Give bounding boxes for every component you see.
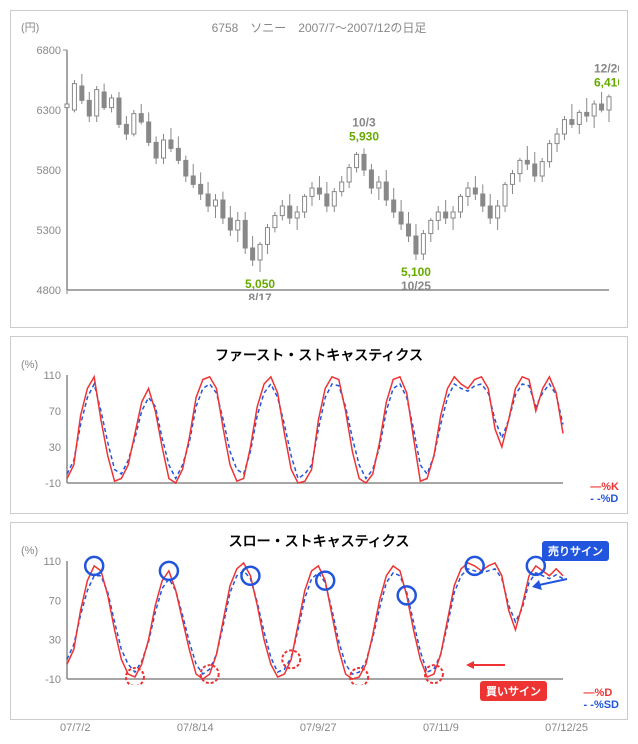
slow-legend: —%D - -%SD bbox=[584, 687, 619, 711]
x-tick-label: 07/9/27 bbox=[300, 722, 337, 734]
svg-text:5800: 5800 bbox=[37, 165, 61, 177]
x-axis-labels: 07/7/2 07/8/14 07/9/27 07/11/9 07/12/25 bbox=[10, 722, 628, 734]
legend-d2: —%D bbox=[584, 687, 613, 699]
fast-title: ファースト・ストキャスティクス bbox=[19, 345, 619, 365]
svg-text:110: 110 bbox=[43, 556, 61, 568]
legend-k: —%K bbox=[590, 481, 619, 493]
svg-text:30: 30 bbox=[49, 635, 61, 647]
fast-stoch-chart: ファースト・ストキャスティクス (%) -10 30 70 110 —%K - -%D bbox=[10, 336, 628, 514]
sell-arrow-line bbox=[539, 579, 567, 585]
svg-text:6300: 6300 bbox=[37, 105, 61, 117]
svg-text:6,410: 6,410 bbox=[594, 75, 619, 89]
buy-sign-badge: 買いサイン bbox=[480, 681, 547, 701]
svg-text:6800: 6800 bbox=[37, 45, 61, 57]
svg-text:-10: -10 bbox=[45, 478, 61, 489]
svg-text:70: 70 bbox=[49, 595, 61, 607]
svg-text:30: 30 bbox=[49, 442, 61, 454]
x-tick-label: 07/12/25 bbox=[545, 722, 588, 734]
chart-title: 6758 ソニー 2007/7～2007/12の日足 bbox=[19, 19, 619, 36]
x-tick-label: 07/8/14 bbox=[177, 722, 214, 734]
svg-text:110: 110 bbox=[43, 370, 61, 382]
fast-svg: -10 30 70 110 bbox=[19, 369, 619, 489]
svg-text:10/3: 10/3 bbox=[352, 115, 376, 129]
svg-text:5,050: 5,050 bbox=[245, 277, 275, 291]
legend-d: - -%D bbox=[590, 493, 618, 505]
slow-svg: -10 30 70 110 bbox=[19, 555, 619, 685]
legend-sd: - -%SD bbox=[584, 699, 619, 711]
fast-legend: —%K - -%D bbox=[590, 481, 619, 505]
x-tick-label: 07/11/9 bbox=[423, 722, 459, 734]
svg-text:5300: 5300 bbox=[37, 225, 61, 237]
slow-title: スロー・ストキャスティクス bbox=[19, 531, 619, 551]
svg-text:5,100: 5,100 bbox=[401, 265, 431, 279]
svg-text:4800: 4800 bbox=[37, 285, 61, 297]
svg-text:-10: -10 bbox=[45, 674, 61, 685]
buy-arrow-head bbox=[466, 661, 474, 669]
price-chart: (円) 6758 ソニー 2007/7～2007/12の日足 4800 5300 5… bbox=[10, 10, 628, 328]
slow-stoch-chart: スロー・ストキャスティクス (%) 売りサイン 買いサイン -10 30 70 110… bbox=[10, 522, 628, 720]
sell-arrow-head bbox=[532, 580, 542, 590]
svg-text:70: 70 bbox=[49, 406, 61, 418]
svg-text:5,930: 5,930 bbox=[349, 129, 379, 143]
slow-y-unit: (%) bbox=[21, 545, 38, 557]
x-tick-label: 07/7/2 bbox=[60, 722, 91, 734]
fast-y-unit: (%) bbox=[21, 359, 38, 371]
svg-text:10/25: 10/25 bbox=[401, 279, 431, 293]
y-unit-label: (円) bbox=[21, 19, 39, 35]
svg-text:8/17: 8/17 bbox=[248, 291, 272, 300]
sell-sign-badge: 売りサイン bbox=[542, 541, 609, 561]
svg-text:12/26: 12/26 bbox=[594, 61, 619, 75]
price-svg: 4800 5300 5800 6300 6800 5,0508/17 10/35,930 5… bbox=[19, 40, 619, 300]
